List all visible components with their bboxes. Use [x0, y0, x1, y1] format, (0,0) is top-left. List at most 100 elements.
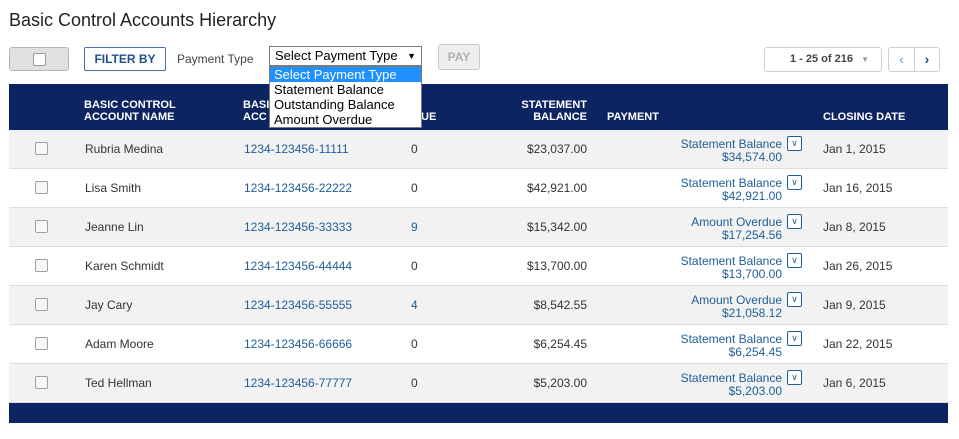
chevron-down-icon[interactable]: ∨ [787, 370, 802, 385]
account-name: Rubria Medina [85, 142, 164, 156]
filter-by-button[interactable]: FILTER BY [84, 47, 166, 71]
payment-type-link[interactable]: Amount Overdue [691, 215, 782, 229]
due-count: 0 [411, 376, 418, 390]
account-name: Adam Moore [85, 337, 154, 351]
account-number-link[interactable]: 1234-123456-33333 [244, 220, 353, 234]
chevron-down-icon[interactable]: ∨ [787, 292, 802, 307]
due-count-link[interactable]: 4 [411, 298, 418, 312]
page-navigation: ‹ › [888, 47, 940, 72]
table-header: BASIC CONTROL ACCOUNT NAME BASIC ACC UE … [9, 84, 948, 130]
caret-down-icon: ▼ [861, 55, 869, 64]
account-number-link[interactable]: 1234-123456-77777 [244, 376, 353, 390]
payment-type-link[interactable]: Statement Balance [680, 332, 782, 346]
payment-amount: $42,921.00 [721, 189, 782, 203]
pagination-text: 1 - 25 of 216 [790, 53, 853, 65]
payment-type-link[interactable]: Statement Balance [680, 254, 782, 268]
select-all-checkbox-button[interactable] [9, 47, 69, 71]
payment-type-select[interactable]: Select Payment Type ▼ [269, 46, 422, 66]
chevron-right-icon[interactable]: › [913, 48, 939, 71]
column-header-due[interactable]: UE [421, 111, 437, 123]
column-header-payment[interactable]: PAYMENT [607, 111, 659, 123]
closing-date: Jan 6, 2015 [823, 376, 886, 390]
account-number-link[interactable]: 1234-123456-66666 [244, 337, 353, 351]
pagination-select[interactable]: 1 - 25 of 216 ▼ [764, 47, 882, 72]
payment-amount: $21,058.12 [721, 306, 782, 320]
payment-type-dropdown-list: Select Payment Type Statement Balance Ou… [269, 66, 422, 128]
payment-amount: $13,700.00 [721, 267, 782, 281]
column-header-account-name[interactable]: BASIC CONTROL ACCOUNT NAME [84, 99, 176, 123]
chevron-left-icon[interactable]: ‹ [899, 51, 904, 67]
header-line: BALANCE [533, 111, 587, 123]
payment-type-link[interactable]: Statement Balance [680, 176, 782, 190]
table-row: Rubria Medina 1234-123456-11111 0 $23,03… [9, 130, 948, 169]
header-line: STATEMENT [521, 99, 587, 111]
statement-balance: $5,203.00 [533, 376, 587, 390]
due-count-link[interactable]: 9 [411, 220, 418, 234]
column-header-statement-balance[interactable]: STATEMENT BALANCE [521, 99, 587, 123]
header-line: ACCOUNT NAME [84, 111, 175, 123]
pay-button[interactable]: PAY [438, 44, 480, 70]
chevron-down-icon[interactable]: ∨ [787, 214, 802, 229]
payment-amount: $34,574.00 [721, 150, 782, 164]
row-checkbox[interactable] [35, 259, 48, 272]
account-number-link[interactable]: 1234-123456-44444 [244, 259, 353, 273]
dropdown-option[interactable]: Statement Balance [274, 82, 384, 97]
closing-date: Jan 1, 2015 [823, 142, 886, 156]
table-row: Jay Cary 1234-123456-55555 4 $8,542.55 A… [9, 286, 948, 325]
due-count: 0 [411, 259, 418, 273]
select-all-checkbox[interactable] [33, 53, 46, 66]
header-line: BASIC CONTROL [84, 99, 176, 111]
due-count: 0 [411, 337, 418, 351]
dropdown-option[interactable]: Select Payment Type [270, 67, 421, 82]
row-checkbox[interactable] [35, 220, 48, 233]
table-row: Lisa Smith 1234-123456-22222 0 $42,921.0… [9, 169, 948, 208]
account-name: Karen Schmidt [85, 259, 164, 273]
closing-date: Jan 16, 2015 [823, 181, 893, 195]
statement-balance: $42,921.00 [526, 181, 587, 195]
payment-type-link[interactable]: Amount Overdue [691, 293, 782, 307]
dropdown-option[interactable]: Outstanding Balance [274, 97, 395, 112]
header-line: BASIC [243, 99, 278, 111]
statement-balance: $15,342.00 [526, 220, 587, 234]
statement-balance: $13,700.00 [526, 259, 587, 273]
closing-date: Jan 8, 2015 [823, 220, 886, 234]
account-name: Jay Cary [85, 298, 133, 312]
row-checkbox[interactable] [35, 337, 48, 350]
chevron-down-icon[interactable]: ∨ [787, 136, 802, 151]
closing-date: Jan 9, 2015 [823, 298, 886, 312]
account-number-link[interactable]: 1234-123456-22222 [244, 181, 353, 195]
table-row: Ted Hellman 1234-123456-77777 0 $5,203.0… [9, 364, 948, 403]
account-name: Lisa Smith [85, 181, 142, 195]
chevron-down-icon[interactable]: ∨ [787, 331, 802, 346]
column-header-closing-date[interactable]: CLOSING DATE [823, 111, 906, 123]
table-row: Adam Moore 1234-123456-66666 0 $6,254.45… [9, 325, 948, 364]
table-footer [9, 403, 948, 423]
account-name: Ted Hellman [85, 376, 152, 390]
row-checkbox[interactable] [35, 376, 48, 389]
due-count: 0 [411, 181, 418, 195]
dropdown-option[interactable]: Amount Overdue [274, 112, 373, 127]
account-name: Jeanne Lin [85, 220, 144, 234]
payment-type-label: Payment Type [177, 52, 254, 66]
table-row: Karen Schmidt 1234-123456-44444 0 $13,70… [9, 247, 948, 286]
row-checkbox[interactable] [35, 142, 48, 155]
payment-amount: $17,254.56 [721, 228, 782, 242]
payment-type-select-value: Select Payment Type [275, 48, 398, 63]
column-header-account-number[interactable]: BASIC ACC [243, 99, 277, 123]
payment-type-link[interactable]: Statement Balance [680, 137, 782, 151]
table-row: Jeanne Lin 1234-123456-33333 9 $15,342.0… [9, 208, 948, 247]
header-line: ACC [243, 111, 267, 123]
dropdown-arrow-icon: ▼ [407, 51, 416, 61]
due-count: 0 [411, 142, 418, 156]
account-number-link[interactable]: 1234-123456-11111 [244, 142, 349, 156]
payment-amount: $6,254.45 [728, 345, 782, 359]
payment-type-link[interactable]: Statement Balance [680, 371, 782, 385]
payment-amount: $5,203.00 [728, 384, 782, 398]
row-checkbox[interactable] [35, 181, 48, 194]
row-checkbox[interactable] [35, 298, 48, 311]
chevron-down-icon[interactable]: ∨ [787, 253, 802, 268]
chevron-down-icon[interactable]: ∨ [787, 175, 802, 190]
closing-date: Jan 22, 2015 [823, 337, 893, 351]
page-title: Basic Control Accounts Hierarchy [9, 10, 277, 30]
account-number-link[interactable]: 1234-123456-55555 [244, 298, 353, 312]
